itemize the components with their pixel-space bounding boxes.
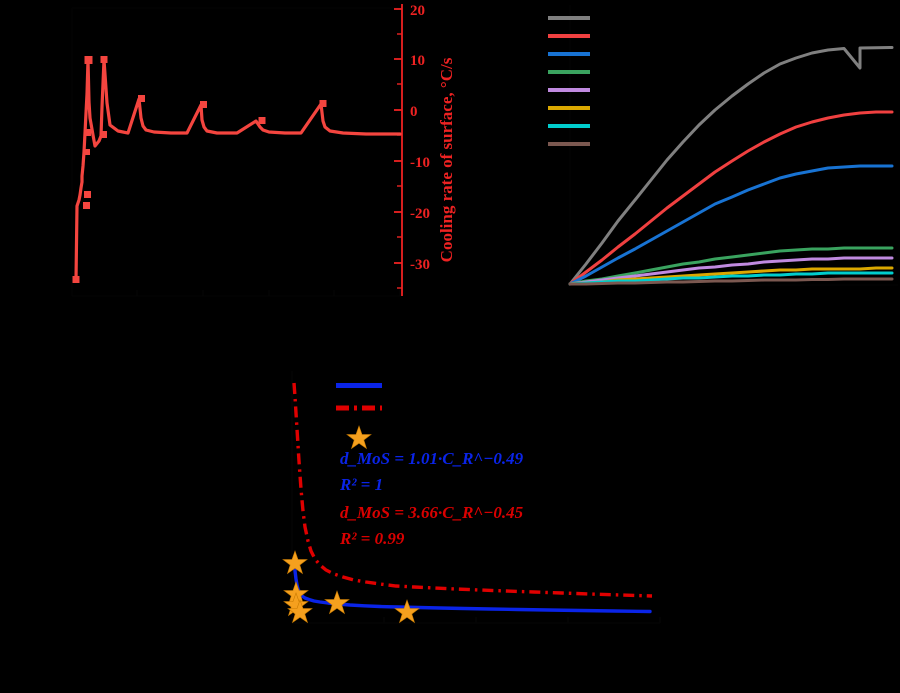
panel-a-series-cooling-rate bbox=[72, 56, 402, 283]
panel-c-legend-row-0[interactable] bbox=[336, 383, 392, 388]
panel-c-x-ticks bbox=[291, 617, 661, 623]
panel-grain-size-vs-cooling-rate: d_MoS = 1.01·C_R^−0.49 R² = 1 d_MoS = 3.… bbox=[230, 365, 670, 693]
panel-b-legend-row-5[interactable] bbox=[548, 106, 600, 110]
equation-red-r2: R² = 0.99 bbox=[340, 529, 404, 549]
panel-b-legend-row-2[interactable] bbox=[548, 52, 600, 56]
legend-line-swatch-gold-icon bbox=[548, 106, 590, 110]
equation-blue-r2: R² = 1 bbox=[340, 475, 383, 495]
panel-a-ytick-0: 20 bbox=[410, 3, 425, 19]
panel-b-legend-row-3[interactable] bbox=[548, 70, 600, 74]
panel-a-ytick-2: 0 bbox=[410, 104, 418, 120]
panel-b-series-3 bbox=[568, 246, 894, 286]
panel-a-ytick-4: -20 bbox=[410, 206, 430, 222]
panel-a-right-axis bbox=[394, 4, 403, 296]
star-marker bbox=[287, 599, 313, 624]
legend-line-swatch-cyan-icon bbox=[548, 124, 590, 128]
legend-star-orange-icon bbox=[346, 425, 372, 450]
panel-b-legend-row-7[interactable] bbox=[548, 142, 600, 146]
equation-blue-r2-text: R² = 1 bbox=[340, 475, 384, 494]
panel-c-legend-row-2[interactable] bbox=[336, 423, 392, 450]
panel-a-plot: 20 10 0 -10 -20 -30 Cooling rate of surf… bbox=[71, 3, 456, 297]
panel-b-legend-row-1[interactable] bbox=[548, 34, 600, 38]
panel-b-legend-row-4[interactable] bbox=[548, 88, 600, 92]
legend-line-solid-blue-icon bbox=[336, 383, 382, 388]
star-marker bbox=[282, 550, 308, 575]
equation-red-fit: d_MoS = 3.66·C_R^−0.45 bbox=[340, 503, 523, 523]
panel-b-series-group bbox=[568, 46, 894, 286]
panel-a-x-ticks bbox=[71, 290, 401, 296]
panel-b-series-4 bbox=[568, 256, 894, 286]
panel-a-ytick-1: 10 bbox=[410, 53, 425, 69]
legend-line-swatch-brown-icon bbox=[548, 142, 590, 146]
panel-a-markers bbox=[72, 56, 327, 283]
panel-b-plot bbox=[568, 5, 898, 286]
star-marker bbox=[324, 590, 350, 615]
panel-c-series-fit-red bbox=[292, 382, 653, 598]
panel-c-plot bbox=[282, 371, 661, 624]
panel-a-right-axis-title: Cooling rate of surface, °C/s bbox=[437, 57, 456, 262]
panel-b-series-6 bbox=[568, 271, 894, 286]
panel-b-legend-row-6[interactable] bbox=[548, 124, 600, 128]
panel-b-series-0 bbox=[568, 46, 894, 286]
legend-line-swatch-gray-icon bbox=[548, 16, 590, 20]
legend-line-swatch-green-icon bbox=[548, 70, 590, 74]
panel-b-legend-row-0[interactable] bbox=[548, 16, 600, 20]
panel-c-series-fit-blue bbox=[292, 559, 652, 614]
equation-red-r2-text: R² = 0.99 bbox=[340, 529, 405, 548]
panel-a-ytick-5: -30 bbox=[410, 257, 430, 273]
panel-a-left-axis bbox=[71, 7, 400, 297]
panel-b-frame bbox=[569, 5, 898, 286]
panel-cumulative-curves bbox=[540, 0, 900, 300]
panel-b-series-2 bbox=[568, 164, 894, 286]
panel-a-right-tick-labels: 20 10 0 -10 -20 -30 bbox=[410, 3, 430, 273]
panel-a-ytick-3: -10 bbox=[410, 155, 430, 171]
panel-b-series-1 bbox=[568, 110, 894, 286]
legend-line-dashdot-red-icon bbox=[336, 405, 382, 411]
legend-line-swatch-purple-icon bbox=[548, 88, 590, 92]
panel-b-series-7 bbox=[568, 277, 894, 286]
panel-cooling-rate: 20 10 0 -10 -20 -30 Cooling rate of surf… bbox=[0, 0, 460, 330]
panel-c-data-stars bbox=[282, 550, 420, 624]
equation-red-text: d_MoS = 3.66·C_R^−0.45 bbox=[340, 503, 524, 522]
legend-line-swatch-red-icon bbox=[548, 34, 590, 38]
equation-blue-text: d_MoS = 1.01·C_R^−0.49 bbox=[340, 449, 524, 468]
legend-line-swatch-blue-icon bbox=[548, 52, 590, 56]
equation-blue-fit: d_MoS = 1.01·C_R^−0.49 bbox=[340, 449, 523, 469]
panel-c-legend-row-1[interactable] bbox=[336, 405, 392, 411]
star-marker bbox=[394, 599, 420, 624]
